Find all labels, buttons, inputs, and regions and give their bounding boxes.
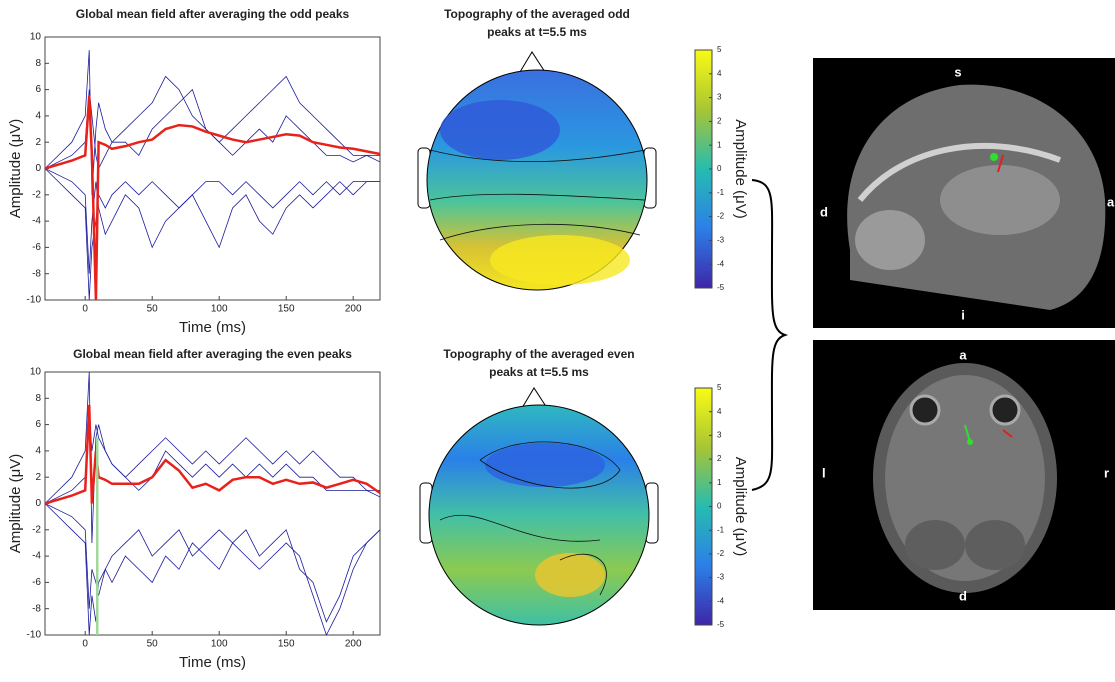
colorbar-tick-label: -1 — [717, 188, 725, 197]
page: {"chart_data": [ {"type": "line", "title… — [0, 0, 1115, 682]
colorbar-tick-label: 1 — [717, 140, 722, 149]
topo-head — [420, 388, 658, 625]
y-tick-label: 10 — [30, 32, 42, 43]
colorbar-tick-label: 4 — [717, 69, 722, 78]
x-tick-label: 0 — [82, 639, 88, 650]
colorbar-tick-label: -5 — [717, 620, 725, 629]
colorbar-tick-label: 0 — [717, 502, 722, 511]
mri-label: d — [959, 588, 967, 603]
x-tick-label: 50 — [147, 639, 159, 650]
mri-axial — [813, 340, 1115, 610]
colorbar-tick-label: -5 — [717, 283, 725, 292]
y-tick-label: -4 — [32, 216, 41, 227]
x-tick-label: 200 — [345, 639, 362, 650]
y-tick-label: 8 — [35, 393, 41, 404]
x-tick-label: 150 — [278, 639, 295, 650]
colorbar-label: Amplitude (μV) — [732, 457, 749, 557]
y-tick-label: 0 — [35, 163, 41, 174]
y-tick-label: 2 — [35, 137, 41, 148]
colorbar-tick-label: 4 — [717, 407, 722, 416]
colorbar-tick-label: 2 — [717, 117, 722, 126]
mri-sagittal — [813, 58, 1115, 328]
colorbar-tick-label: 3 — [717, 431, 722, 440]
y-tick-label: -2 — [32, 524, 41, 535]
y-tick-label: -10 — [27, 295, 42, 306]
colorbar-tick-label: -4 — [717, 259, 725, 268]
mri-label: l — [822, 465, 826, 480]
y-tick-label: 10 — [30, 367, 42, 378]
y-tick-label: -6 — [32, 242, 41, 253]
topo-title: Topography of the averaged even — [443, 347, 634, 361]
plot-area — [45, 372, 380, 635]
mri-label: s — [954, 64, 961, 79]
colorbar-tick-label: 0 — [717, 164, 722, 173]
y-tick-label: 6 — [35, 419, 41, 430]
y-axis-label: Amplitude (μV) — [7, 454, 24, 554]
topo-title: peaks at t=5.5 ms — [489, 365, 589, 379]
y-tick-label: -4 — [32, 551, 41, 562]
y-tick-label: -6 — [32, 577, 41, 588]
y-tick-label: -10 — [27, 630, 42, 641]
x-tick-label: 50 — [147, 304, 159, 315]
colorbar-tick-label: 5 — [717, 45, 722, 54]
y-tick-label: -2 — [32, 189, 41, 200]
colorbar-tick-label: -2 — [717, 212, 725, 221]
y-tick-label: 0 — [35, 498, 41, 509]
colorbar-tick-label: 1 — [717, 478, 722, 487]
y-axis-label: Amplitude (μV) — [7, 119, 24, 219]
chart-title: Global mean field after averaging the ev… — [73, 347, 352, 361]
x-tick-label: 100 — [211, 304, 228, 315]
topo-title: peaks at t=5.5 ms — [487, 25, 587, 39]
colorbar-tick-label: -4 — [717, 596, 725, 605]
y-tick-label: 8 — [35, 58, 41, 69]
x-axis-label: Time (ms) — [179, 654, 246, 671]
x-tick-label: 0 — [82, 304, 88, 315]
mri-label: a — [1107, 194, 1115, 209]
colorbar-tick-label: -3 — [717, 573, 725, 582]
mri-label: a — [959, 347, 967, 362]
brace — [752, 180, 785, 490]
colorbar-tick-label: -3 — [717, 236, 725, 245]
mri-label: d — [820, 204, 828, 219]
colorbar-label: Amplitude (μV) — [732, 119, 749, 219]
figure: s d a i a l r d Global mean field after … — [0, 0, 1115, 682]
topo-title: Topography of the averaged odd — [444, 7, 630, 21]
y-tick-label: 2 — [35, 472, 41, 483]
mri-label: i — [961, 307, 965, 322]
x-axis-label: Time (ms) — [179, 319, 246, 336]
topo-head — [418, 52, 656, 290]
colorbar-tick-label: -1 — [717, 525, 725, 534]
colorbar-tick-label: 3 — [717, 93, 722, 102]
chart-title: Global mean field after averaging the od… — [76, 7, 350, 21]
y-tick-label: 4 — [35, 111, 41, 122]
y-tick-label: 4 — [35, 446, 41, 457]
x-tick-label: 200 — [345, 304, 362, 315]
colorbar-tick-label: -2 — [717, 549, 725, 558]
colorbar-tick-label: 2 — [717, 454, 722, 463]
x-tick-label: 100 — [211, 639, 228, 650]
y-tick-label: -8 — [32, 268, 41, 279]
y-tick-label: 6 — [35, 84, 41, 95]
x-tick-label: 150 — [278, 304, 295, 315]
colorbar-tick-label: 5 — [717, 383, 722, 392]
mri-label: r — [1104, 465, 1109, 480]
y-tick-label: -8 — [32, 603, 41, 614]
